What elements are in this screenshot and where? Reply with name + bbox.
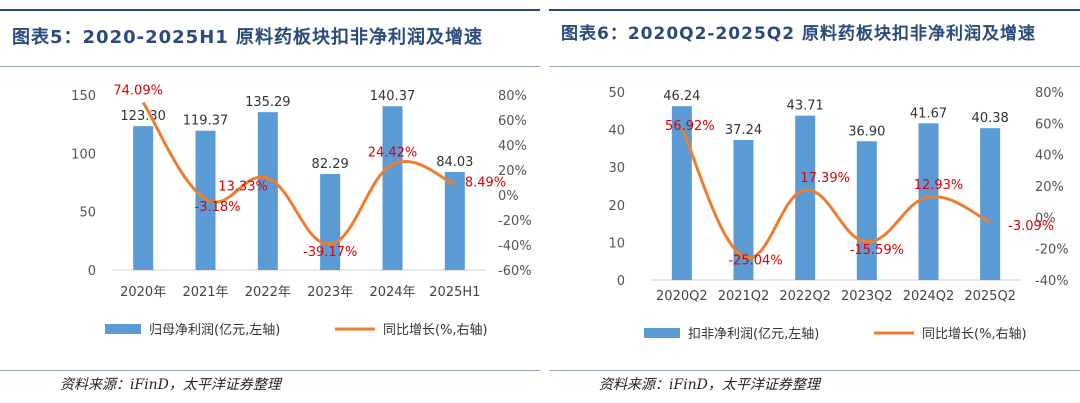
chart-title: 图表6：2020Q2-2025Q2 原料药板块扣非净利润及增速 (561, 24, 1036, 44)
bar (320, 173, 341, 270)
bar (382, 106, 403, 270)
left-axis-tick: 20 (608, 199, 625, 214)
title-rule (0, 66, 540, 67)
chart-panel-5: 图表5：2020-2025H1 原料药板块扣非净利润及增速 0 50 100 150 -… (0, 9, 540, 393)
right-axis-tick: -20% (498, 214, 532, 229)
bar-value-label: 140.37 (370, 89, 416, 104)
bar (671, 106, 692, 280)
legend-bar-swatch (644, 328, 680, 338)
growth-value-label: -3.18% (195, 200, 241, 215)
growth-value-label: -15.59% (850, 243, 904, 258)
top-rule (0, 9, 540, 11)
category-label: 2020年 (120, 285, 166, 300)
right-axis-tick: 80% (498, 89, 527, 104)
growth-value-label: -25.04% (728, 254, 782, 269)
right-axis-tick: 40% (1035, 149, 1064, 164)
right-axis-tick: 40% (498, 139, 527, 154)
category-label: 2025H1 (429, 285, 480, 300)
category-label: 2024Q2 (903, 289, 955, 304)
growth-value-label: -3.09% (1008, 219, 1054, 234)
bar (980, 128, 1001, 280)
left-axis-tick: 30 (608, 161, 625, 176)
bar (257, 112, 278, 270)
bar (733, 139, 754, 280)
right-axis-tick: 60% (1035, 117, 1064, 132)
category-label: 2022年 (245, 285, 291, 300)
category-label: 2023Q2 (841, 289, 893, 304)
top-rule (549, 9, 1080, 11)
chart-title: 图表5：2020-2025H1 原料药板块扣非净利润及增速 (12, 27, 484, 48)
title-rule (549, 66, 1080, 67)
bar-value-label: 40.38 (972, 111, 1009, 126)
growth-value-label: 24.42% (368, 145, 418, 160)
bar (795, 115, 816, 281)
category-label: 2020Q2 (656, 289, 708, 304)
growth-value-label: 17.39% (800, 171, 850, 186)
growth-value-label: 56.92% (665, 119, 715, 134)
growth-value-label: 74.09% (113, 83, 163, 98)
category-label: 2025Q2 (964, 289, 1016, 304)
growth-value-label: 8.49% (465, 175, 506, 190)
category-label: 2023年 (307, 285, 353, 300)
category-label: 2024年 (369, 285, 415, 300)
bar-value-label: 37.24 (725, 123, 762, 138)
legend-bar-label: 归母净利润(亿元,左轴) (149, 323, 280, 338)
bar-value-label: 46.24 (663, 89, 700, 104)
bar-value-label: 119.37 (183, 114, 229, 129)
bottom-rule (549, 370, 1080, 371)
legend-bar-label: 扣非净利润(亿元,左轴) (688, 327, 819, 342)
growth-value-label: 13.33% (218, 179, 268, 194)
right-axis-tick: 0% (498, 189, 519, 204)
legend-bar-swatch (105, 324, 141, 334)
bottom-rule (0, 370, 540, 371)
category-label: 2021Q2 (718, 289, 770, 304)
bar-value-label: 123.30 (120, 109, 166, 124)
right-axis-tick: 20% (1035, 180, 1064, 195)
legend-line-label: 同比增长(%,右轴) (922, 327, 1027, 342)
right-axis-tick: 60% (498, 114, 527, 129)
left-axis-tick: 150 (71, 89, 96, 104)
right-axis-tick: -40% (1035, 274, 1069, 289)
right-axis-tick: -60% (498, 264, 532, 279)
bar-value-label: 82.29 (312, 157, 349, 172)
chart-6-svg: 0 10 20 30 40 50 -40% -20% 0% 20% 40% 60% 80% 46.24 20… (608, 86, 1069, 342)
right-axis-tick: -20% (1035, 243, 1069, 258)
left-axis-tick: 40 (608, 124, 625, 139)
chart-panel-6: 图表6：2020Q2-2025Q2 原料药板块扣非净利润及增速 0 10 20 30 4… (549, 0, 1080, 403)
bar (444, 171, 465, 270)
growth-value-label: 12.93% (914, 178, 964, 193)
right-axis-tick: 20% (498, 164, 527, 179)
left-axis-tick: 100 (71, 147, 96, 162)
right-axis-tick: 0% (1035, 211, 1056, 226)
bar (133, 126, 154, 271)
bar-value-label: 36.90 (848, 124, 885, 139)
legend-line-label: 同比增长(%,右轴) (383, 323, 488, 338)
category-label: 2022Q2 (779, 289, 831, 304)
bar-value-label: 135.29 (245, 95, 291, 110)
growth-value-label: -39.17% (303, 245, 357, 260)
right-axis-tick: -40% (498, 239, 532, 254)
bar-value-label: 41.67 (910, 106, 947, 121)
category-label: 2021年 (182, 285, 228, 300)
bar-value-label: 84.03 (436, 155, 473, 170)
bar (918, 123, 939, 280)
chart-5-svg: 0 50 100 150 -60% -40% -20% 0% 20% 40% 60% 80% 123.3… (71, 83, 532, 338)
left-axis-tick: 10 (608, 236, 625, 251)
bar (856, 141, 877, 280)
left-axis-tick: 50 (608, 86, 625, 101)
right-axis-tick: 80% (1035, 86, 1064, 101)
source-note: 资料来源：iFinD，太平洋证券整理 (60, 377, 281, 393)
left-axis-tick: 0 (617, 274, 625, 289)
left-axis-tick: 0 (88, 264, 96, 279)
bar-value-label: 43.71 (787, 99, 824, 114)
left-axis-tick: 50 (79, 206, 96, 221)
source-note: 资料来源：iFinD，太平洋证券整理 (599, 377, 820, 393)
